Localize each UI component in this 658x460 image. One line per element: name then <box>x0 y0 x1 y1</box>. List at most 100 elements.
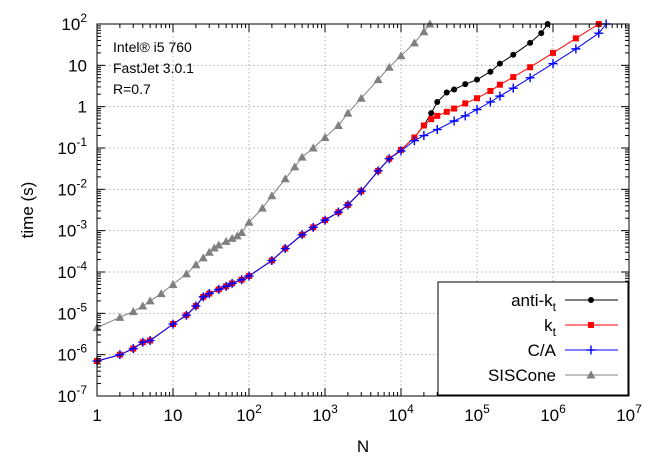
data-point <box>191 260 201 269</box>
data-point <box>384 62 394 71</box>
y-tick-label: 10-3 <box>57 218 87 241</box>
data-point <box>333 121 343 130</box>
data-point <box>320 132 330 141</box>
data-point <box>115 350 125 360</box>
data-point <box>214 284 224 294</box>
y-tick-label: 10-4 <box>57 259 87 282</box>
data-point <box>209 243 219 252</box>
data-point <box>308 143 318 152</box>
data-point <box>198 253 208 262</box>
data-point <box>280 174 290 183</box>
data-point <box>221 236 231 245</box>
data-point <box>227 233 237 242</box>
data-point <box>432 125 442 135</box>
data-point <box>588 297 594 303</box>
x-axis-label: N <box>357 437 369 456</box>
x-tick-label: 105 <box>464 402 490 425</box>
data-point <box>198 292 208 302</box>
x-tick-label: 10 <box>164 406 183 425</box>
data-point <box>495 91 505 101</box>
data-point <box>204 289 214 299</box>
data-point <box>527 64 534 71</box>
data-point <box>586 370 596 379</box>
data-point <box>550 49 556 56</box>
legend-box <box>437 281 629 396</box>
data-point <box>508 83 518 93</box>
y-axis-label: time (s) <box>18 182 37 239</box>
data-point <box>168 319 178 329</box>
legend-label: kt <box>544 316 557 339</box>
data-point <box>156 289 166 298</box>
data-point <box>232 231 242 240</box>
legend-label: C/A <box>528 341 557 360</box>
legend-label: anti-kt <box>511 291 557 314</box>
y-tick-label: 1 <box>78 98 87 117</box>
data-point <box>496 81 503 88</box>
data-point <box>320 215 330 225</box>
annotations: Intel® i5 760 FastJet 3.0.1 R=0.7 <box>113 39 194 97</box>
data-point <box>485 97 495 107</box>
data-point <box>510 74 517 81</box>
y-tick-label: 102 <box>61 11 87 34</box>
data-point <box>571 44 581 54</box>
data-point <box>244 217 254 226</box>
legend-label: SISCone <box>488 366 556 385</box>
data-point <box>396 51 406 60</box>
legend-item: kt <box>544 316 618 339</box>
axis-ticks: 1 10 102 103 104 105 106 107 10-7 10-6 10-5 10-4 10-… <box>57 11 642 425</box>
data-point <box>308 222 318 232</box>
data-point <box>267 255 277 265</box>
legend-item: anti-kt <box>511 291 618 314</box>
data-point <box>145 296 155 305</box>
y-tick-label: 10-2 <box>57 176 87 199</box>
data-point <box>419 27 429 36</box>
annotation-radius: R=0.7 <box>113 81 151 97</box>
data-point <box>443 89 450 96</box>
data-point <box>487 68 494 75</box>
data-point <box>525 73 535 83</box>
data-point <box>128 344 138 354</box>
data-point <box>487 87 494 94</box>
data-point <box>128 307 138 316</box>
data-point <box>548 59 558 69</box>
y-tick-label: 10-5 <box>57 300 87 323</box>
data-point <box>588 322 594 328</box>
annotation-cpu: Intel® i5 760 <box>113 39 192 55</box>
data-point <box>115 312 125 321</box>
data-point <box>267 191 277 200</box>
data-point <box>420 122 427 129</box>
data-point <box>527 39 534 46</box>
data-point <box>145 336 155 346</box>
data-point <box>297 152 307 161</box>
x-tick-label: 102 <box>236 402 262 425</box>
series-line <box>96 23 607 362</box>
data-point <box>356 93 366 102</box>
data-point <box>343 108 353 117</box>
data-point <box>333 207 343 217</box>
data-point <box>462 81 469 88</box>
series-siscone <box>92 19 435 332</box>
data-point <box>443 108 450 115</box>
data-point <box>449 116 459 126</box>
data-point <box>472 105 482 115</box>
data-point <box>227 278 237 288</box>
data-point <box>257 203 267 212</box>
data-point <box>474 76 480 83</box>
data-point <box>343 200 353 210</box>
data-point <box>373 75 383 84</box>
data-point <box>297 230 307 240</box>
data-point <box>594 28 604 38</box>
y-tick-label: 10 <box>68 56 87 75</box>
data-point <box>356 186 366 196</box>
data-point <box>419 131 429 141</box>
legend-item: SISCone <box>488 366 618 385</box>
data-point <box>409 136 419 146</box>
data-point <box>191 301 201 311</box>
x-tick-label: 1 <box>92 406 101 425</box>
data-point <box>428 116 435 123</box>
data-point <box>244 271 254 281</box>
data-point <box>451 86 458 93</box>
data-point <box>221 281 231 291</box>
